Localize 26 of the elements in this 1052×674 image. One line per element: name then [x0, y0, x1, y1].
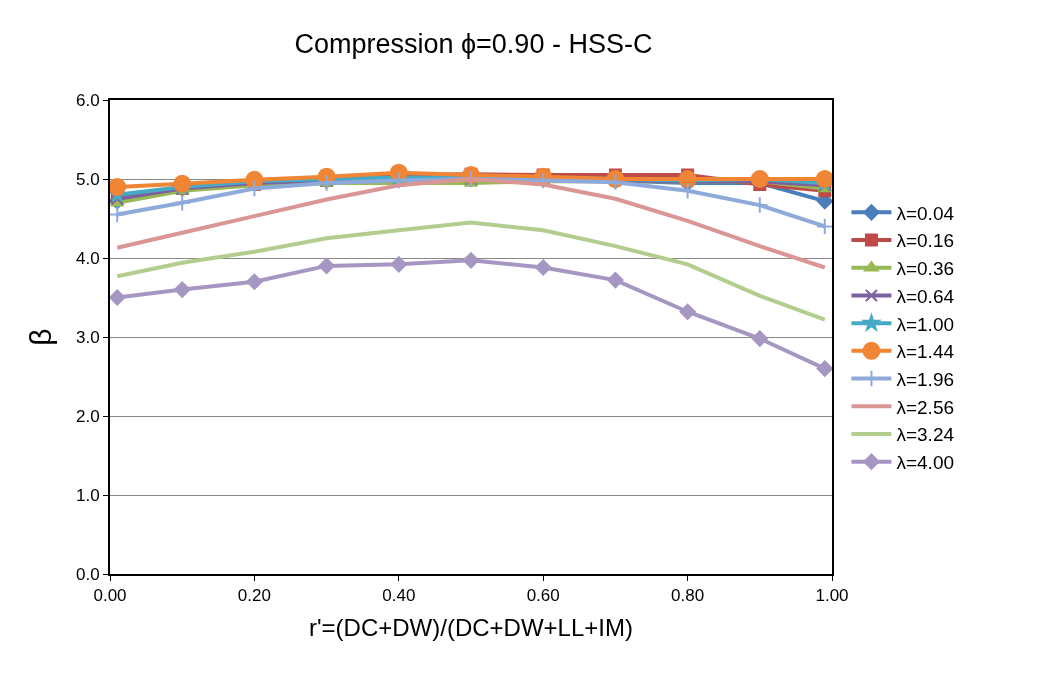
x-tick-label: 0.60 [526, 586, 560, 606]
legend-label: λ=1.96 [896, 368, 955, 390]
y-tick-label: 4.0 [75, 248, 100, 268]
legend-label: λ=0.36 [896, 258, 955, 280]
legend-label: λ=1.44 [896, 341, 955, 363]
x-tick-label: 1.00 [815, 586, 849, 606]
y-tick-label: 3.0 [75, 327, 100, 347]
y-tick-label: 5.0 [75, 169, 100, 189]
legend-label: λ=0.16 [896, 230, 955, 252]
legend-label: λ=0.04 [896, 202, 955, 224]
legend-label: λ=3.24 [896, 424, 955, 446]
legend-label: λ=4.00 [896, 452, 955, 474]
x-tick-label: 0.20 [237, 586, 271, 606]
chart-title: Compression ϕ=0.90 - HSS-C [294, 28, 653, 59]
x-tick-label: 0.80 [671, 586, 705, 606]
y-tick-label: 6.0 [75, 90, 100, 110]
legend-label: λ=1.00 [896, 313, 955, 335]
x-axis-title: r'=(DC+DW)/(DC+DW+LL+IM) [309, 614, 633, 642]
legend-label: λ=2.56 [896, 396, 955, 418]
x-tick-label: 0.40 [382, 586, 416, 606]
y-tick-label: 1.0 [75, 485, 100, 505]
y-tick-label: 0.0 [75, 564, 100, 584]
y-axis-title: β [24, 328, 58, 346]
legend-label: λ=0.64 [896, 285, 955, 307]
y-tick-label: 2.0 [75, 406, 100, 426]
x-tick-label: 0.00 [93, 586, 127, 606]
